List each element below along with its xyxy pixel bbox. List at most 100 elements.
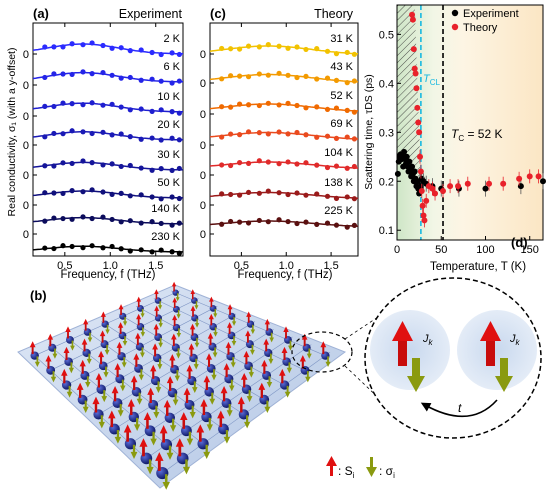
panel-c-point-2-6 xyxy=(276,102,282,108)
panel-d-point-1-15 xyxy=(423,197,430,204)
spin-sigma-body-3-8 xyxy=(266,400,269,408)
lattice-site-5-5 xyxy=(166,376,179,406)
spin-s-body-2-7 xyxy=(263,365,266,374)
spin-s-head-3-2 xyxy=(153,323,159,330)
lattice-site-7-0 xyxy=(47,333,58,359)
panel-c-ytick-label-5: 0 xyxy=(200,200,206,212)
spin-s-body-8-4 xyxy=(94,403,98,413)
spin-sigma-head-0-1 xyxy=(194,305,199,310)
lattice-site-4-1 xyxy=(117,322,128,346)
panel-a-point-3-6 xyxy=(100,129,106,135)
panel-a-point-6-7 xyxy=(109,216,115,223)
panel-c-point-3-10 xyxy=(314,134,320,140)
panel-a-curve-5 xyxy=(32,190,184,199)
spin-sigma-head-0-7 xyxy=(306,353,312,359)
spin-sigma-head-2-2 xyxy=(176,332,182,338)
inset-zoom: Jk Jk t xyxy=(291,277,542,439)
spin-s-body-0-5 xyxy=(266,323,269,331)
spin-s-head-6-1 xyxy=(81,338,88,345)
panel-a-point-0-5 xyxy=(89,40,95,46)
panel-d-point-1-7 xyxy=(415,119,422,126)
spin-s-head-2-3 xyxy=(189,323,196,330)
panel-c-ytick-label-3: 0 xyxy=(200,140,206,152)
panel-a-point-1-6 xyxy=(100,69,106,76)
panel-a-point-4-0 xyxy=(42,163,48,169)
panel-c-point-4-8 xyxy=(294,161,300,167)
spin-s-body-5-2 xyxy=(118,347,121,355)
spin-s-body-7-4 xyxy=(113,392,117,402)
spin-sigma-body-5-1 xyxy=(106,344,108,351)
panel-a-point-0-7 xyxy=(109,45,115,51)
spin-s-body-4-4 xyxy=(171,359,174,368)
spin-s-body-6-0 xyxy=(67,331,69,339)
panel-c-point-1-12 xyxy=(333,77,340,83)
lattice-site-5-3 xyxy=(133,353,145,381)
spin-s-head-5-3 xyxy=(133,353,140,360)
spin-sigma-head-4-5 xyxy=(191,387,198,394)
panel-c-series-label-3: 69 K xyxy=(330,118,353,130)
spin-sigma-head-1-8 xyxy=(305,376,311,383)
jk-sub-right: k xyxy=(516,338,521,347)
panel-a-point-7-14 xyxy=(176,250,182,256)
panel-a-point-6-10 xyxy=(138,220,144,226)
panel-c-xtick-label-0: 0.5 xyxy=(234,260,249,272)
panel-a-point-3-3 xyxy=(69,128,75,134)
panel-c-series-label-4: 104 K xyxy=(324,147,353,159)
spin-s-head-3-6 xyxy=(223,363,230,370)
spin-s-head-0-5 xyxy=(264,318,270,325)
lattice-site-7-7 xyxy=(159,425,174,460)
panel-c-point-5-11 xyxy=(324,193,331,199)
spin-s-body-2-8 xyxy=(281,374,284,384)
panel-c-point-3-1 xyxy=(228,131,234,137)
spin-s-body-1-7 xyxy=(283,352,286,361)
spin-s-body-3-4 xyxy=(190,348,193,357)
panel-a-point-5-14 xyxy=(176,195,182,202)
panel-a-point-7-4 xyxy=(80,245,86,251)
lattice-site-1-2 xyxy=(190,305,200,328)
lattice-site-0-2 xyxy=(209,296,218,318)
panel-a-point-5-9 xyxy=(127,193,133,199)
panel-a-point-3-7 xyxy=(109,132,115,138)
spin-s-body-3-1 xyxy=(137,318,140,326)
panel-d-point-0-35 xyxy=(540,178,546,185)
spin-s-body-3-3 xyxy=(172,338,175,347)
panel-c-point-3-3 xyxy=(245,129,252,135)
spin-s-body-2-0 xyxy=(137,300,140,308)
panel-a-point-5-4 xyxy=(80,189,86,195)
panel-d-ytick-label-1: 0.2 xyxy=(379,176,394,188)
panel-a-point-2-3 xyxy=(69,101,75,107)
lattice-site-3-7 xyxy=(240,372,253,403)
inset-green-spin-right xyxy=(495,358,513,392)
panel-c-point-6-4 xyxy=(256,217,262,224)
spin-s-head-1-0 xyxy=(154,289,159,294)
panel-c-point-3-11 xyxy=(324,133,331,139)
panel-c-point-2-9 xyxy=(303,105,309,111)
panel-a-point-0-14 xyxy=(176,51,182,58)
panel-c-point-0-2 xyxy=(237,46,243,52)
spin-s-body-8-6 xyxy=(126,431,129,442)
lattice-site-7-8 xyxy=(175,438,191,475)
panel-a-point-6-1 xyxy=(51,215,57,221)
spin-s-head-6-8 xyxy=(196,424,205,433)
panel-c-point-3-4 xyxy=(256,130,262,136)
spin-s-head-7-5 xyxy=(127,399,135,407)
spin-s-head-3-8 xyxy=(258,382,266,390)
panel-c-point-0-11 xyxy=(324,48,331,54)
panel-c-point-2-1 xyxy=(228,104,234,110)
spin-s-body-8-2 xyxy=(63,374,66,384)
lattice-site-2-1 xyxy=(154,305,163,328)
panel-a-point-0-11 xyxy=(149,49,155,56)
spin-sigma-body-8-0 xyxy=(36,356,39,363)
spin-s-head-2-1 xyxy=(154,305,160,311)
panel-a-point-5-10 xyxy=(138,192,144,198)
panel-d-point-1-4 xyxy=(412,70,419,77)
panel-a-point-6-3 xyxy=(69,216,75,222)
panel-a-point-3-10 xyxy=(138,136,144,142)
panel-a-point-4-2 xyxy=(60,160,66,166)
panel-a-xtick-label-0: 0.5 xyxy=(57,260,72,272)
spin-s-head-0-3 xyxy=(227,304,233,310)
panel-a-point-6-6 xyxy=(100,214,106,220)
spin-s-head-6-6 xyxy=(163,399,171,408)
panel-c: 0.5 1.0 1.5 0 0 0 0 0 0 0 31 K 43 K 52 K 69 K 104 K 138… xyxy=(200,22,359,272)
spin-sigma-head-7-2 xyxy=(85,381,91,388)
